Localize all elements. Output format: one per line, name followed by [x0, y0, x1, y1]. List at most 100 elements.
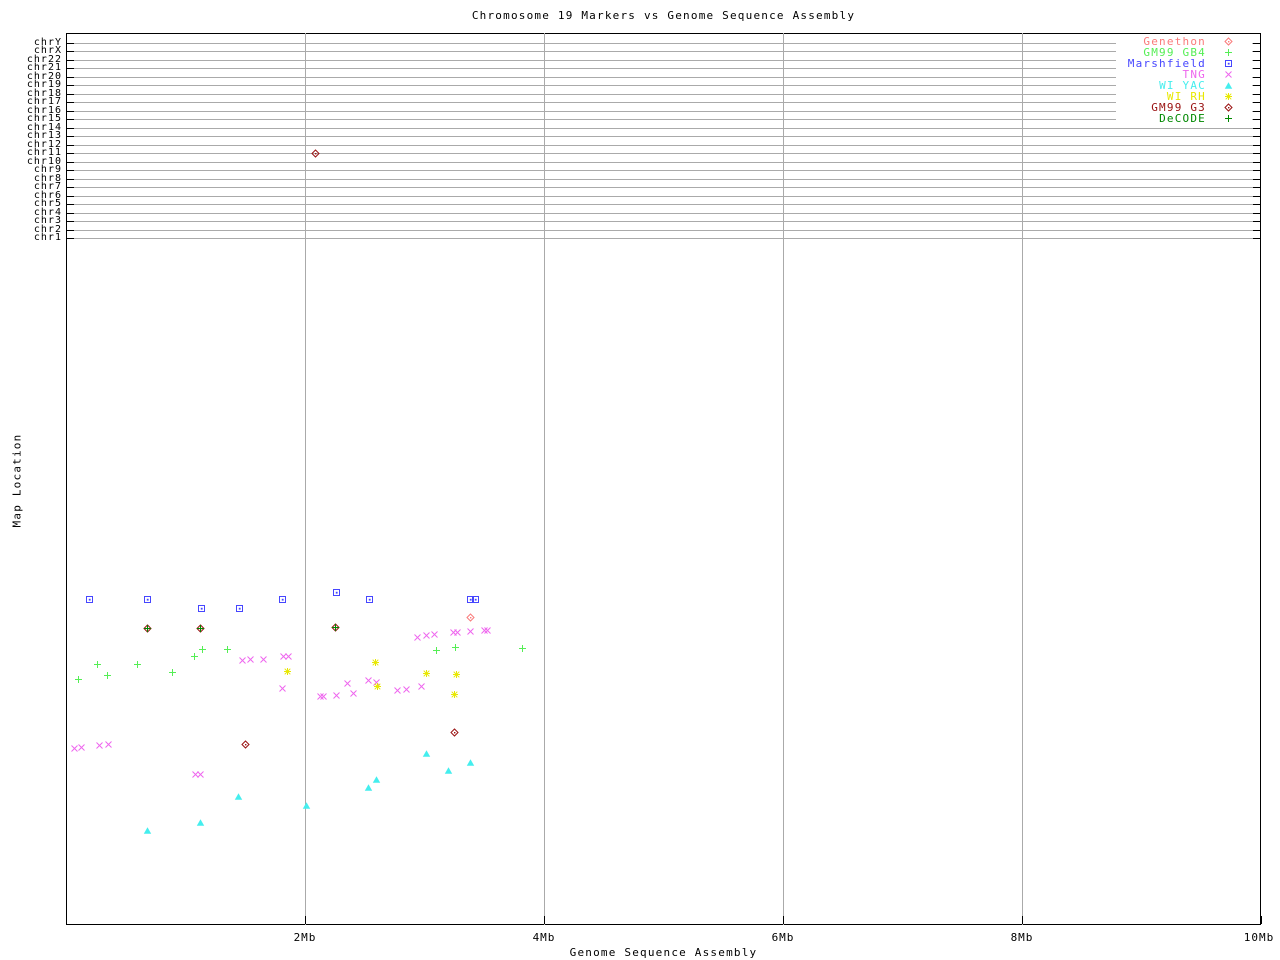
chromosome-label: chr1 — [33, 232, 62, 243]
chromosome-tick-left — [66, 60, 74, 61]
y-axis-label: Map Location — [10, 433, 24, 528]
chromosome-gridline — [66, 43, 1261, 44]
chromosome-tick-right — [1253, 136, 1261, 137]
data-point-tng — [278, 684, 287, 693]
data-point-wi-yac — [466, 758, 475, 767]
chromosome-gridline — [66, 94, 1261, 95]
chromosome-gridline — [66, 60, 1261, 61]
chromosome-tick-right — [1253, 170, 1261, 171]
chromosome-tick-left — [66, 51, 74, 52]
data-point-gm99-gb4 — [451, 643, 460, 652]
data-point-tng — [259, 655, 268, 664]
chromosome-tick-left — [66, 43, 74, 44]
chromosome-tick-right — [1253, 238, 1261, 239]
x-tick-label: 8Mb — [1010, 931, 1034, 944]
chromosome-tick-left — [66, 111, 74, 112]
data-point-tng — [246, 655, 255, 664]
chromosome-label: chr3 — [33, 215, 62, 226]
data-point-tng — [284, 652, 293, 661]
data-point-tng — [196, 770, 205, 779]
legend-symbol-plus-icon — [1224, 114, 1233, 123]
chromosome-tick-left — [66, 238, 74, 239]
x-gridline — [783, 33, 784, 925]
legend-symbol-plus-icon — [1224, 48, 1233, 57]
chromosome-tick-right — [1253, 204, 1261, 205]
data-point-wi-yac — [444, 766, 453, 775]
data-point-tng — [393, 686, 402, 695]
chromosome-gridline — [66, 204, 1261, 205]
chromosome-tick-left — [66, 153, 74, 154]
chromosome-label: chr16 — [26, 105, 62, 116]
data-point-genethon — [466, 613, 475, 622]
chromosome-tick-left — [66, 179, 74, 180]
chromosome-label: chr11 — [26, 147, 62, 158]
chromosome-gridline — [66, 77, 1261, 78]
legend-background — [1116, 36, 1252, 124]
chromosome-tick-left — [66, 68, 74, 69]
data-point-marshfield — [332, 588, 341, 597]
x-tick — [1261, 916, 1262, 924]
chromosome-tick-left — [66, 128, 74, 129]
chromosome-gridline — [66, 238, 1261, 239]
chromosome-gridline — [66, 187, 1261, 188]
data-point-tng — [430, 630, 439, 639]
data-point-tng — [95, 741, 104, 750]
data-point-decode — [143, 624, 152, 633]
x-tick-label: 10Mb — [1243, 931, 1275, 944]
data-point-gm99-gb4 — [432, 646, 441, 655]
data-point-tng — [466, 627, 475, 636]
legend-label-decode: DeCODE — [1159, 112, 1206, 125]
data-point-wi-rh — [452, 670, 461, 679]
chromosome-tick-right — [1253, 85, 1261, 86]
data-point-tng — [422, 631, 431, 640]
data-point-tng — [453, 628, 462, 637]
chromosome-gridline — [66, 85, 1261, 86]
chromosome-label: chrY — [33, 37, 62, 48]
chromosome-tick-right — [1253, 77, 1261, 78]
legend-label-marshfield: Marshfield — [1127, 57, 1206, 70]
chromosome-label: chr9 — [33, 164, 62, 175]
chromosome-label: chr22 — [26, 54, 62, 65]
chromosome-tick-left — [66, 85, 74, 86]
data-point-tng — [417, 682, 426, 691]
data-point-wi-yac — [422, 749, 431, 758]
data-point-tng — [480, 626, 489, 635]
chromosome-tick-right — [1253, 60, 1261, 61]
chromosome-label: chr8 — [33, 173, 62, 184]
data-point-wi-yac — [364, 783, 373, 792]
legend-label-gm99-g3: GM99 G3 — [1151, 101, 1206, 114]
chromosome-tick-right — [1253, 51, 1261, 52]
data-point-gm99-gb4 — [168, 668, 177, 677]
x-gridline — [1022, 33, 1023, 925]
chromosome-gridline — [66, 68, 1261, 69]
x-tick — [1022, 916, 1023, 924]
data-point-wi-yac — [372, 775, 381, 784]
data-point-wi-yac — [302, 801, 311, 810]
data-point-gm99-gb4 — [190, 652, 199, 661]
chromosome-tick-left — [66, 136, 74, 137]
legend-label-tng: TNG — [1182, 68, 1206, 81]
chromosome-label: chr6 — [33, 190, 62, 201]
chromosome-label: chr20 — [26, 71, 62, 82]
chromosome-tick-left — [66, 102, 74, 103]
chromosome-tick-left — [66, 94, 74, 95]
data-point-gm99-g3 — [450, 728, 459, 737]
chromosome-tick-right — [1253, 94, 1261, 95]
data-point-gm99-gb4 — [133, 660, 142, 669]
chromosome-tick-right — [1253, 128, 1261, 129]
legend-symbol-asterisk-icon — [1224, 92, 1233, 101]
data-point-gm99-g3 — [311, 149, 320, 158]
chromosome-label: chr17 — [26, 96, 62, 107]
chromosome-gridline — [66, 145, 1261, 146]
data-point-marshfield — [466, 595, 475, 604]
data-point-marshfield — [235, 604, 244, 613]
data-point-tng — [191, 770, 200, 779]
data-point-marshfield — [278, 595, 287, 604]
chromosome-label: chr14 — [26, 122, 62, 133]
chromosome-tick-left — [66, 204, 74, 205]
data-point-tng — [279, 652, 288, 661]
chromosome-gridline — [66, 213, 1261, 214]
chromosome-tick-left — [66, 196, 74, 197]
data-point-decode — [331, 623, 340, 632]
data-point-tng — [319, 692, 328, 701]
